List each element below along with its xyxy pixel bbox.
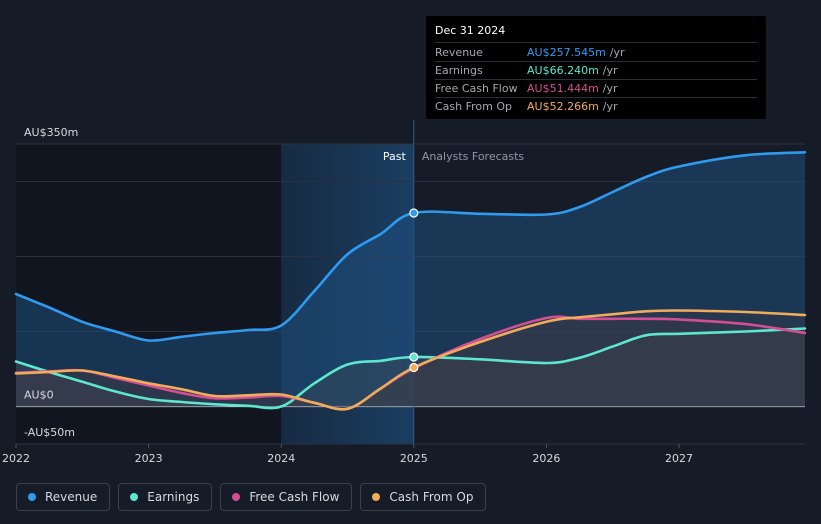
y-tick-label: AU$350m bbox=[24, 126, 78, 139]
forecast-label: Analysts Forecasts bbox=[422, 150, 525, 163]
tooltip-value: AU$257.545m bbox=[527, 46, 606, 59]
x-tick-label: 2025 bbox=[400, 452, 428, 465]
tooltip-label: Earnings bbox=[435, 64, 483, 77]
series-area-revenue bbox=[16, 152, 805, 407]
y-tick-label: -AU$50m bbox=[24, 426, 75, 439]
tooltip-label: Free Cash Flow bbox=[435, 82, 518, 95]
highlight-point-earnings bbox=[409, 352, 419, 362]
tooltip-value: AU$51.444m bbox=[527, 82, 599, 95]
legend-item-cash-from-op[interactable]: Cash From Op bbox=[360, 483, 487, 511]
tooltip-value: AU$52.266m bbox=[527, 100, 599, 113]
x-tick-label: 2023 bbox=[135, 452, 163, 465]
series-area-free-cash-flow bbox=[16, 316, 805, 410]
highlight-point-cash-from-op bbox=[409, 362, 419, 373]
tooltip-label: Revenue bbox=[435, 46, 483, 59]
tooltip-label: Cash From Op bbox=[435, 100, 513, 113]
tooltip-row-cash-from-op: Cash From Op AU$52.266m /yr bbox=[435, 98, 757, 115]
legend-dot-icon bbox=[232, 493, 241, 501]
legend-dot-icon bbox=[28, 493, 36, 501]
x-tick-label: 2022 bbox=[2, 452, 30, 465]
tooltip-value: AU$66.240m bbox=[527, 64, 599, 77]
y-tick-label: AU$0 bbox=[24, 389, 54, 402]
tooltip-date: Dec 31 2024 bbox=[435, 24, 757, 43]
x-tick-label: 2024 bbox=[267, 452, 295, 465]
legend-item-earnings[interactable]: Earnings bbox=[118, 483, 213, 511]
legend-item-free-cash-flow[interactable]: Free Cash Flow bbox=[220, 483, 353, 511]
past-label: Past bbox=[383, 150, 407, 163]
tooltip-row-revenue: Revenue AU$257.545m /yr bbox=[435, 44, 757, 62]
tooltip-row-earnings: Earnings AU$66.240m /yr bbox=[435, 62, 757, 80]
series-line-earnings bbox=[14, 327, 807, 410]
legend-label: Earnings bbox=[147, 490, 200, 504]
tooltip-unit: /yr bbox=[609, 46, 625, 59]
tooltip-unit: /yr bbox=[602, 100, 618, 113]
x-tick-label: 2026 bbox=[532, 452, 560, 465]
series-line-revenue bbox=[14, 151, 807, 342]
tooltip-unit: /yr bbox=[602, 64, 618, 77]
legend-item-revenue[interactable]: Revenue bbox=[16, 483, 111, 511]
legend: Revenue Earnings Free Cash Flow Cash Fro… bbox=[16, 483, 487, 511]
series-line-cash-from-op bbox=[14, 309, 807, 411]
x-tick-label: 2027 bbox=[665, 452, 693, 465]
legend-dot-icon bbox=[372, 493, 381, 501]
tooltip-unit: /yr bbox=[602, 82, 618, 95]
legend-label: Cash From Op bbox=[389, 490, 474, 504]
legend-label: Free Cash Flow bbox=[249, 490, 340, 504]
legend-label: Revenue bbox=[45, 490, 98, 504]
legend-dot-icon bbox=[130, 493, 139, 501]
tooltip: Dec 31 2024 Revenue AU$257.545m /yr Earn… bbox=[426, 16, 766, 119]
highlight-point-revenue bbox=[409, 208, 419, 218]
tooltip-row-free-cash-flow: Free Cash Flow AU$51.444m /yr bbox=[435, 80, 757, 98]
series-area-cash-from-op bbox=[16, 310, 805, 410]
